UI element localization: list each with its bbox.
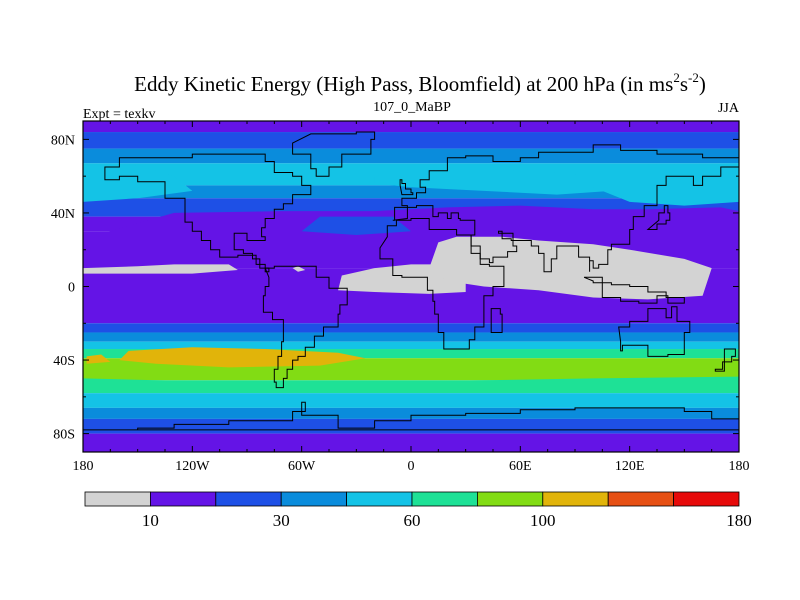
field-band-18 [83, 433, 739, 452]
trop-grey-west [83, 264, 238, 274]
coast-africa [379, 218, 505, 350]
y-tick-label-3: 40S [53, 354, 75, 369]
coast-eurasia [392, 144, 739, 273]
colorbar-label-3: 100 [530, 511, 556, 530]
y-tick-label-1: 40N [51, 207, 75, 222]
coast-australia [618, 306, 691, 357]
coast-antarctica [83, 401, 739, 431]
x-tick-label-1: 120W [175, 459, 210, 474]
chart-subtitle-right: JJA [718, 101, 740, 116]
sh-orange-core [119, 347, 366, 368]
chart-subtitle-center: 107_0_MaBP [373, 100, 451, 115]
x-tick-label-4: 60E [509, 459, 532, 474]
coast-newzealand [714, 348, 736, 372]
colorbar-label-2: 60 [404, 511, 421, 530]
chart-subtitle-left: Expt = texkv [83, 107, 155, 122]
coast-japan [646, 205, 671, 230]
y-tick-label-4: 80S [53, 428, 75, 443]
colorbar-swatch-9 [673, 491, 740, 507]
trop-grey-bay [292, 266, 306, 272]
colorbar-label-1: 30 [273, 511, 290, 530]
colorbar-swatch-8 [607, 491, 675, 507]
nh-purple-band [83, 205, 739, 239]
coast-greenland [292, 131, 376, 177]
sh-orange-west [86, 354, 111, 364]
x-tick-label-5: 120E [615, 459, 645, 474]
y-tick-label-0: 80N [51, 133, 75, 148]
colorbar: 10 30 60 100 180 [84, 491, 752, 530]
chart-title: Eddy Kinetic Energy (High Pass, Bloomfie… [134, 70, 706, 96]
coast-indonesia [583, 276, 685, 304]
x-tick-label-6: 180 [729, 459, 750, 474]
y-tick-label-2: 0 [68, 281, 75, 296]
colorbar-swatch-0 [84, 491, 151, 507]
field-band-10 [83, 332, 739, 342]
y-axis: 80N 40N 0 40S 80S [51, 133, 739, 443]
sh-green-lobe [83, 376, 739, 388]
colorbar-swatch-7 [542, 491, 609, 507]
coast-south-america [262, 265, 348, 389]
field-band-1 [83, 132, 739, 149]
colorbar-label-4: 180 [726, 511, 752, 530]
colorbar-swatch-5 [411, 491, 478, 507]
field-band-16 [83, 407, 739, 419]
x-tick-label-2: 60W [288, 459, 316, 474]
colorbar-label-0: 10 [142, 511, 159, 530]
nh-atlantic-cyan [374, 168, 630, 195]
colorbar-swatch-2 [215, 491, 282, 507]
trop-grey-africa [338, 264, 466, 294]
field-band-15 [83, 393, 739, 408]
x-tick-label-0: 180 [73, 459, 94, 474]
colorbar-swatch-1 [149, 491, 217, 507]
x-tick-label-3: 0 [408, 459, 415, 474]
colorbar-swatch-4 [346, 491, 413, 507]
nh-atl-blue [301, 216, 411, 235]
coast-madagascar [490, 308, 503, 333]
x-axis: 180 120W 60W 0 60E 120E 180 [73, 121, 750, 474]
coastlines [83, 131, 739, 431]
field-band-11 [83, 341, 739, 350]
field-band-9 [83, 323, 739, 333]
trop-grey-asia [429, 236, 712, 300]
colorbar-swatch-3 [280, 491, 348, 507]
coast-north-america [104, 153, 312, 273]
colorbar-swatch-6 [476, 491, 544, 507]
coast-uk [399, 179, 414, 196]
field-band-12 [83, 349, 739, 359]
